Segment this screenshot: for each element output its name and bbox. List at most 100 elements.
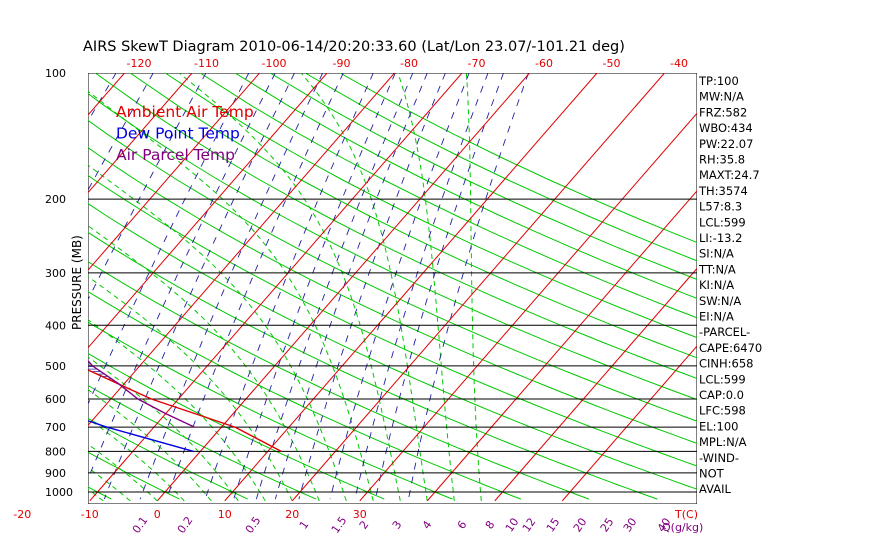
index-value: -PARCEL- [699,325,750,339]
mixing-ratio-tick-label: 0.5 [243,514,264,536]
index-value: SI:N/A [699,247,734,261]
mixing-ratio-tick-label: 15 [544,516,563,535]
index-value: AVAIL [699,482,732,496]
mixing-ratio-line [166,73,344,500]
index-value: SW:N/A [699,294,741,308]
index-value: -WIND- [699,451,739,465]
pressure-tick-label: 600 [45,393,66,406]
index-value: MPL:N/A [699,435,747,449]
bottom-temp-tick-label: 20 [285,508,299,521]
dry-adiabat [88,384,317,500]
isotherm [88,73,395,427]
legend-entry: Dew Point Temp [116,125,240,143]
mixing-ratio-tick-label: 25 [598,516,617,535]
index-value: MAXT:24.7 [699,168,760,182]
top-temp-tick-label: -40 [670,57,688,70]
mixing-ratio-tick-label: 1.5 [329,514,350,536]
isotherm [494,267,697,502]
grid-lines [0,73,697,504]
chart-title: AIRS SkewT Diagram 2010-06-14/20:20:33.6… [83,39,625,55]
mixing-ratio-line [274,73,428,500]
dry-adiabat [269,73,697,280]
index-value: TT:N/A [698,262,736,276]
moist-adiabat [88,90,374,502]
moist-adiabat [88,467,131,502]
profiles [88,359,282,453]
mixing-ratio-line [204,73,374,500]
mixing-ratio-tick-label: 0.1 [130,514,151,536]
cape-hatch [88,361,119,384]
isotherm [88,73,328,349]
series-line [88,359,195,428]
isotherm [89,73,463,502]
pressure-tick-label: 1000 [45,486,73,499]
index-value: LCL:599 [699,215,746,229]
dry-adiabat [199,73,697,319]
mixing-ratio-line [88,73,117,123]
index-value: L57:8.3 [699,200,742,214]
top-temp-tick-label: -90 [333,57,351,70]
moist-adiabat [300,73,428,502]
top-temp-tick-label: -120 [127,57,152,70]
index-value: FRZ:582 [699,105,747,119]
moist-adiabat [0,114,76,501]
index-value: TH:3574 [698,184,748,198]
x-axis-label: T(C) [674,508,698,521]
mixing-ratio-line [255,73,414,500]
dry-adiabat [88,321,453,500]
dry-adiabat [0,73,43,499]
index-value: LCL:599 [699,372,746,386]
isotherm [359,112,697,502]
moist-adiabat [88,356,239,502]
index-value: PW:22.07 [699,137,753,151]
index-value: CAPE:6470 [699,341,762,355]
dry-adiabat [234,73,697,299]
dry-adiabat [304,73,697,262]
pressure-tick-label: 200 [45,193,66,206]
bottom-temp-tick-label: 30 [353,508,367,521]
isotherm [291,73,665,502]
pressure-tick-label: 100 [45,67,66,80]
dry-adiabat [88,92,697,401]
isotherm [224,73,598,502]
dry-adiabat [164,73,697,339]
moist-adiabat [0,121,49,501]
dry-adiabat [95,73,697,380]
mixing-ratio-tick-label: 0.2 [175,514,196,536]
pressure-tick-label: 800 [45,445,66,458]
mixing-ratio-line [103,73,295,500]
moist-adiabat [88,488,104,502]
isotherm [0,73,57,501]
index-value: EI:N/A [699,310,734,324]
dry-adiabat [129,73,697,359]
mixing-ratio-line [329,73,470,500]
isotherm [88,73,125,116]
mixing-axis-label: Q(g/kg) [662,521,703,534]
dry-adiabat [88,417,249,500]
index-value: CINH:658 [699,357,754,371]
mixing-ratio-tick-label: 8 [483,518,498,531]
index-value: CAP:0.0 [699,388,744,402]
bottom-temp-tick-label: -20 [13,508,31,521]
dry-adiabat [88,119,697,422]
moist-adiabat [88,164,347,502]
pressure-tick-label: 300 [45,267,66,280]
mixing-ratio-tick-label: 10 [503,516,522,535]
series-line [88,369,282,453]
pressure-tick-label: 400 [45,319,66,332]
top-temp-tick-label: -80 [400,57,418,70]
moist-adiabat [88,443,158,502]
index-value: MW:N/A [699,90,744,104]
top-temp-tick-label: -110 [194,57,219,70]
index-value: TP:100 [698,74,739,88]
index-value: LFC:598 [699,404,746,418]
dry-adiabat [88,147,697,444]
isotherm [561,345,697,502]
pressure-tick-label: 500 [45,360,66,373]
index-value: LI:-13.2 [699,231,742,245]
mixing-ratio-line [408,73,529,500]
y-axis-label: PRESSURE (MB) [70,235,84,330]
mixing-ratio-tick-label: 6 [455,518,470,531]
